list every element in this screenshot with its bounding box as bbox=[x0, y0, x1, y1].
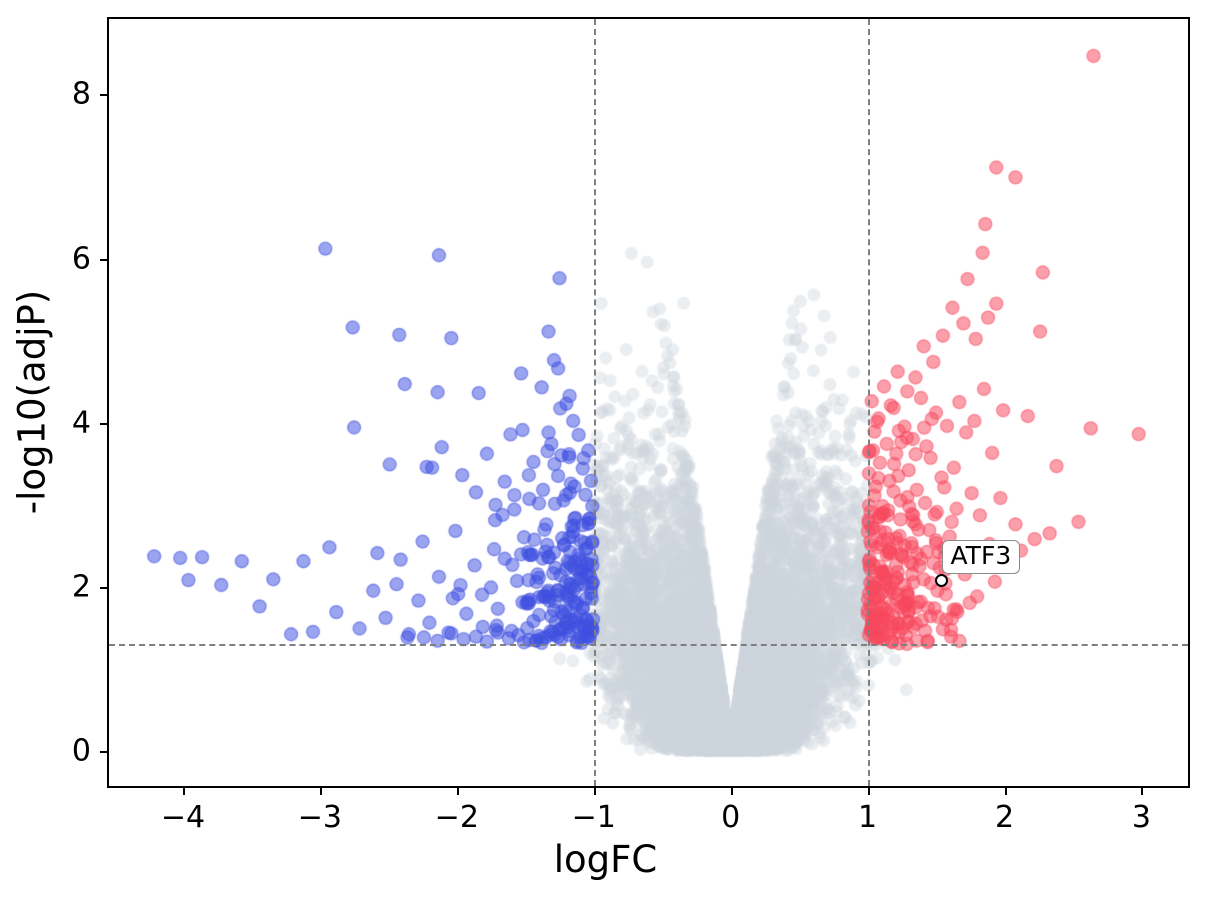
annotation-label-atf3[interactable]: ATF3 bbox=[941, 539, 1021, 575]
x-tick-mark bbox=[319, 788, 322, 795]
x-axis-title: logFC bbox=[553, 838, 658, 881]
x-tick-mark bbox=[867, 788, 870, 795]
x-tick-label: −3 bbox=[297, 800, 342, 835]
threshold-line-logfc-negative bbox=[593, 19, 596, 786]
x-tick-mark bbox=[182, 788, 185, 795]
scatter-points-canvas bbox=[109, 19, 1188, 786]
y-tick-label: 2 bbox=[71, 569, 91, 605]
y-tick-label: 6 bbox=[71, 241, 91, 277]
threshold-line-logfc-positive bbox=[867, 19, 870, 786]
x-tick-mark bbox=[1141, 788, 1144, 795]
x-tick-label: −2 bbox=[434, 800, 479, 835]
y-tick-label: 4 bbox=[71, 405, 91, 441]
x-tick-label: 2 bbox=[994, 800, 1015, 835]
x-tick-mark bbox=[1004, 788, 1007, 795]
y-tick-mark bbox=[100, 422, 107, 425]
y-tick-mark bbox=[100, 258, 107, 261]
y-tick-label: 0 bbox=[71, 733, 91, 769]
y-tick-mark bbox=[100, 586, 107, 589]
x-tick-mark bbox=[593, 788, 596, 795]
annotation-marker-atf3[interactable] bbox=[935, 574, 949, 588]
x-tick-label: −4 bbox=[160, 800, 206, 835]
x-tick-label: 0 bbox=[721, 800, 741, 835]
x-tick-mark bbox=[730, 788, 733, 795]
y-tick-mark bbox=[100, 750, 107, 753]
x-tick-label: 1 bbox=[858, 800, 878, 835]
x-tick-label: 3 bbox=[1131, 800, 1151, 835]
x-tick-label: −1 bbox=[571, 800, 616, 835]
x-tick-mark bbox=[456, 788, 459, 795]
y-tick-mark bbox=[100, 94, 107, 97]
plot-area: ATF3 bbox=[107, 17, 1190, 788]
y-tick-label: 8 bbox=[71, 76, 91, 112]
y-axis-title: -log10(adjP) bbox=[10, 289, 54, 515]
threshold-line-pvalue bbox=[109, 644, 1188, 647]
